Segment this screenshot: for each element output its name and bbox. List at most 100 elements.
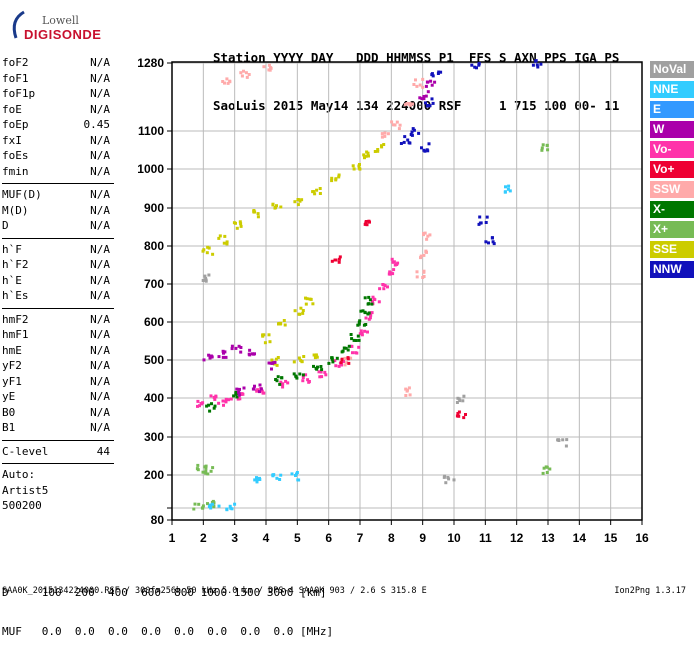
data-point	[452, 478, 456, 482]
data-point	[363, 222, 367, 226]
data-point	[424, 101, 427, 105]
param-divider	[2, 307, 114, 309]
data-point	[251, 387, 255, 391]
data-point	[477, 63, 481, 67]
data-point	[410, 133, 414, 137]
logo-line1: Lowell	[42, 14, 79, 27]
data-point	[330, 259, 334, 263]
data-point	[565, 438, 569, 442]
data-point	[397, 127, 401, 131]
param-row: D N/A	[2, 219, 114, 235]
data-point	[362, 323, 366, 327]
data-point	[392, 268, 396, 272]
data-point	[364, 316, 368, 320]
data-point	[534, 59, 538, 63]
data-point	[545, 144, 549, 148]
data-point	[335, 356, 339, 360]
data-point	[426, 104, 430, 107]
param-row: fmin N/A	[2, 165, 114, 181]
param-row: foF1 N/A	[2, 72, 114, 88]
data-point	[269, 66, 272, 70]
param-label: foEs	[2, 149, 29, 162]
param-value: N/A	[90, 188, 110, 201]
x-tick-label: 9	[419, 531, 426, 545]
data-point	[367, 317, 371, 321]
data-point	[363, 156, 366, 160]
param-value: N/A	[90, 242, 110, 256]
data-point	[545, 465, 549, 469]
logo-swoosh-icon	[12, 10, 25, 39]
legend-item: X+	[650, 221, 694, 238]
data-point	[393, 123, 397, 127]
distance-row: D 100 200 400 600 800 1000 1500 3000 [km…	[2, 586, 327, 599]
data-point	[424, 84, 428, 88]
data-point	[304, 373, 308, 377]
data-point	[204, 466, 208, 470]
data-point	[342, 346, 346, 350]
autoscaling-text: Auto:	[2, 468, 36, 481]
data-point	[357, 338, 361, 342]
data-point	[439, 70, 443, 74]
data-point	[221, 399, 225, 403]
data-point	[207, 246, 211, 250]
data-point	[296, 198, 300, 201]
data-point	[302, 355, 306, 358]
data-point	[540, 146, 544, 150]
data-point	[356, 323, 360, 327]
legend-item: W	[650, 121, 694, 138]
data-point	[455, 414, 459, 418]
y-tick-label: 300	[144, 430, 164, 444]
data-point	[324, 373, 328, 377]
data-point	[503, 190, 507, 194]
param-value: N/A	[90, 359, 110, 372]
data-point	[358, 332, 362, 336]
data-point	[277, 322, 280, 326]
data-point	[373, 150, 377, 153]
clevel-row: C-level 44	[2, 445, 114, 461]
data-point	[226, 81, 230, 85]
data-point	[456, 396, 460, 400]
muf-row: MUF 0.0 0.0 0.0 0.0 0.0 0.0 0.0 0.0 [MHz…	[2, 625, 334, 638]
data-point	[237, 344, 241, 348]
data-point	[255, 480, 259, 484]
data-point	[237, 393, 241, 397]
data-point	[292, 372, 296, 376]
data-point	[330, 176, 334, 180]
data-point	[235, 226, 239, 230]
data-point	[295, 472, 298, 476]
data-point	[205, 404, 209, 408]
data-point	[405, 389, 409, 393]
param-row: MUF(D) N/A	[2, 188, 114, 204]
data-point	[531, 63, 535, 67]
data-point	[350, 337, 354, 341]
data-point	[422, 269, 426, 273]
data-point	[455, 401, 459, 404]
x-tick-label: 11	[479, 531, 492, 545]
data-point	[247, 73, 251, 76]
data-point	[316, 365, 319, 369]
data-point	[203, 274, 207, 278]
data-point	[407, 102, 411, 106]
data-point	[301, 373, 305, 377]
data-point	[359, 329, 363, 333]
x-tick-label: 10	[447, 531, 461, 545]
data-point	[280, 376, 284, 380]
data-point	[212, 501, 216, 505]
data-point	[359, 309, 363, 313]
data-point	[234, 221, 237, 225]
data-point	[318, 192, 322, 195]
data-point	[508, 189, 512, 193]
data-point	[299, 306, 303, 310]
data-point	[426, 90, 430, 94]
x-tick-label: 13	[541, 531, 555, 545]
data-point	[404, 387, 408, 391]
data-point	[564, 444, 568, 448]
data-point	[270, 367, 273, 371]
param-value: N/A	[90, 421, 110, 434]
data-point	[213, 397, 217, 401]
data-point	[209, 394, 213, 398]
autoscaling-text: 500200	[2, 499, 42, 512]
data-point	[339, 361, 343, 365]
data-point	[386, 285, 389, 289]
param-value: N/A	[90, 405, 110, 419]
